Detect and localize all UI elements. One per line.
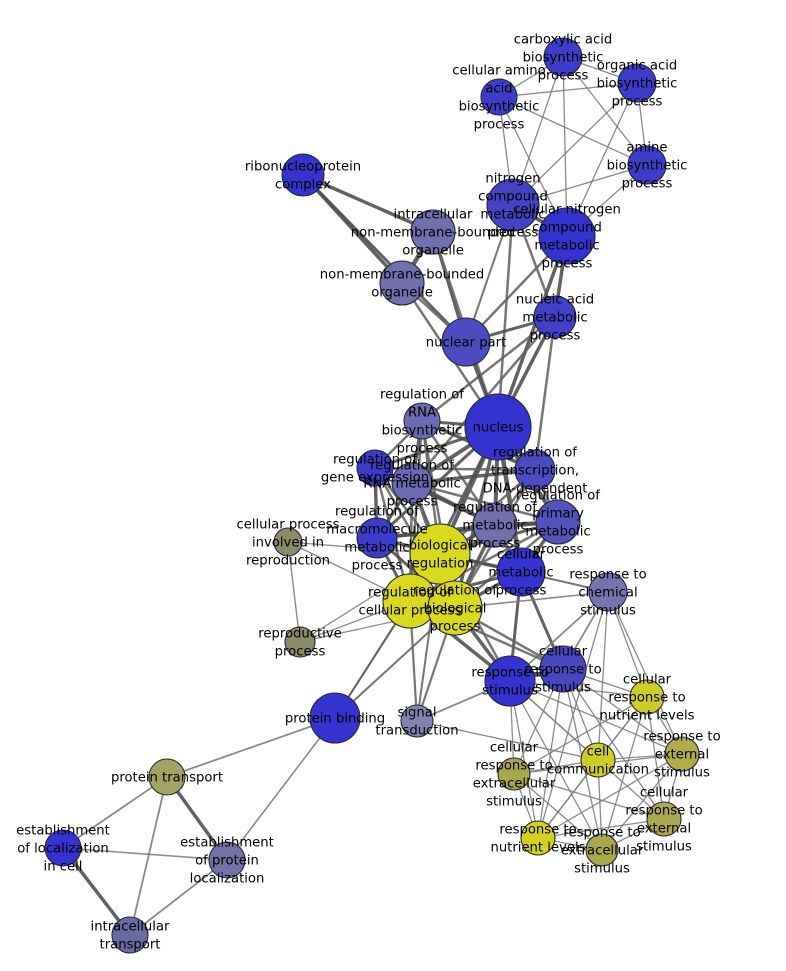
graph-node-cellular-nitrogen-compound-metabolic-process[interactable]: [538, 207, 596, 265]
graph-edge-cellular-response-to-extracellular-stimulus--response-to-extracellular-stimulus: [513, 773, 603, 851]
labels-layer: carboxylic acid biosynthetic processorgani…: [16, 33, 721, 953]
graph-edge-cellular-response-to-external-stimulus--response-to-nutrient-levels: [537, 818, 665, 839]
graph-edge-cell-communication--signal-transduction: [416, 720, 599, 761]
graph-node-carboxylic-acid-biosynthetic-process[interactable]: [543, 37, 583, 77]
graph-node-nucleus[interactable]: [464, 393, 532, 461]
graph-node-protein-binding[interactable]: [309, 692, 361, 744]
graph-node-intracellular-non-membrane-bounded-organelle[interactable]: [410, 209, 456, 255]
graph-node-cellular-metabolic-process[interactable]: [496, 547, 546, 597]
graph-node-cellular-amino-acid-biosynthetic-process[interactable]: [480, 78, 518, 116]
nodes-layer: [44, 37, 700, 954]
graph-edge-regulation-of-rna-metabolic-process--regulation-of-primary-metabolic-process: [410, 481, 560, 524]
graph-edge-cellular-response-to-nutrient-levels--response-to-extracellular-stimulus: [601, 696, 648, 851]
graph-node-regulation-of-biological-process[interactable]: [427, 580, 483, 636]
graph-edge-response-to-external-stimulus--response-to-extracellular-stimulus: [601, 753, 683, 851]
graph-node-cellular-response-to-stimulus[interactable]: [539, 645, 587, 693]
graph-node-cellular-response-to-nutrient-levels[interactable]: [629, 679, 665, 715]
graph-node-response-to-stimulus[interactable]: [484, 655, 536, 707]
graph-node-response-to-nutrient-levels[interactable]: [520, 820, 556, 856]
graph-node-establishment-of-protein-localization[interactable]: [208, 841, 246, 879]
graph-edge-cellular-response-to-nutrient-levels--cellular-response-to-external-stimulus: [646, 696, 665, 820]
graph-node-response-to-chemical-stimulus[interactable]: [588, 572, 628, 612]
graph-node-reproductive-process[interactable]: [284, 626, 316, 658]
graph-node-regulation-of-rna-biosynthetic-process[interactable]: [403, 402, 441, 440]
graph-node-regulation-of-gene-expression[interactable]: [356, 449, 394, 487]
graph-edge-establishment-of-protein-localization--intracellular-transport: [129, 859, 228, 936]
graph-edge-protein-transport--intracellular-transport: [129, 776, 168, 936]
graph-node-protein-transport[interactable]: [148, 758, 186, 796]
graph-node-cellular-response-to-external-stimulus[interactable]: [646, 801, 682, 837]
graph-edge-response-to-chemical-stimulus--cell-communication: [597, 591, 609, 761]
graph-edge-regulation-of-transcription-dna-dependent--regulation-of-rna-metabolic-process: [410, 468, 537, 485]
graph-node-non-membrane-bounded-organelle[interactable]: [379, 260, 425, 306]
graph-edge-response-to-stimulus--response-to-nutrient-levels: [509, 680, 539, 839]
graph-node-regulation-of-primary-metabolic-process[interactable]: [535, 499, 581, 545]
graph-node-regulation-of-metabolic-process[interactable]: [472, 502, 518, 548]
graph-node-response-to-external-stimulus[interactable]: [664, 736, 700, 772]
graph-edge-ribonucleoprotein-complex--nuclear-part: [301, 173, 468, 344]
graph-node-cell-communication[interactable]: [580, 742, 616, 778]
graph-edge-regulation-of-primary-metabolic-process--regulation-of-cellular-process: [408, 520, 560, 603]
graph-edge-carboxylic-acid-biosynthetic-process--amine-biosynthetic-process: [562, 56, 648, 166]
graph-edge-cellular-response-to-stimulus--cellular-response-to-external-stimulus: [562, 668, 665, 820]
graph-edge-organic-acid-biosynthetic-process--nitrogen-compound-metabolic-process: [512, 82, 638, 206]
graph-edge-nucleic-acid-metabolic-process--regulation-of-rna-biosynthetic-process: [420, 315, 557, 423]
graph-edge-response-to-stimulus--response-to-extracellular-stimulus: [509, 680, 603, 851]
graph-node-ribonucleoprotein-complex[interactable]: [281, 153, 325, 197]
graph-node-cellular-process-involved-in-reproduction[interactable]: [273, 527, 303, 557]
graph-node-amine-biosynthetic-process[interactable]: [627, 145, 667, 185]
graph-node-regulation-of-transcription-dna-dependent[interactable]: [514, 449, 556, 491]
graph-node-establishment-of-localization-in-cell[interactable]: [44, 829, 82, 867]
graph-edge-organic-acid-biosynthetic-process--cellular-amino-acid-biosynthetic-process: [498, 82, 638, 98]
graph-edge-cellular-process-involved-in-reproduction--reproductive-process: [287, 541, 301, 643]
graph-edge-response-to-external-stimulus--response-to-nutrient-levels: [537, 753, 683, 839]
graph-node-nuclear-part[interactable]: [441, 317, 491, 367]
graph-node-organic-acid-biosynthetic-process[interactable]: [617, 63, 657, 103]
graph-edge-protein-binding--protein-transport: [166, 717, 336, 778]
graph-edge-response-to-chemical-stimulus--response-to-external-stimulus: [607, 591, 683, 755]
graph-node-intracellular-transport[interactable]: [111, 916, 149, 954]
graph-node-cellular-response-to-extracellular-stimulus[interactable]: [497, 757, 531, 791]
graph-node-nucleic-acid-metabolic-process[interactable]: [533, 295, 577, 339]
edges-layer: [61, 56, 683, 937]
graph-edge-nucleic-acid-metabolic-process--regulation-of-transcription-dna-dependent: [533, 315, 557, 472]
graph-edge-nitrogen-compound-metabolic-process--nucleus: [496, 203, 515, 429]
graph-edge-ribonucleoprotein-complex--intracellular-non-membrane-bounded-organelle: [301, 173, 435, 234]
graph-edge-protein-binding--establishment-of-protein-localization: [226, 717, 336, 861]
graph-node-signal-transduction[interactable]: [400, 704, 434, 738]
graph-node-nitrogen-compound-metabolic-process[interactable]: [486, 178, 540, 232]
graph-node-regulation-of-rna-metabolic-process[interactable]: [391, 462, 433, 504]
graph-edge-cellular-nitrogen-compound-metabolic-process--nucleus: [496, 234, 569, 429]
graph-node-regulation-of-macromolecule-metabolic-process[interactable]: [356, 517, 398, 559]
graph-edge-cellular-amino-acid-biosynthetic-process--amine-biosynthetic-process: [498, 96, 648, 166]
graph-node-biological-regulation[interactable]: [409, 523, 471, 585]
graph-edge-cellular-response-to-external-stimulus--cellular-response-to-extracellular-stimulus: [513, 773, 665, 820]
graph-edge-cellular-response-to-nutrient-levels--cellular-response-to-extracellular-stimulus: [513, 696, 648, 775]
graph-node-response-to-extracellular-stimulus[interactable]: [585, 833, 619, 867]
graph-edge-protein-transport--establishment-of-localization-in-cell: [62, 776, 168, 849]
graph-edge-carboxylic-acid-biosynthetic-process--cellular-nitrogen-compound-metabolic-process: [562, 56, 568, 237]
graph-edge-establishment-of-localization-in-cell--establishment-of-protein-localization: [62, 847, 228, 861]
